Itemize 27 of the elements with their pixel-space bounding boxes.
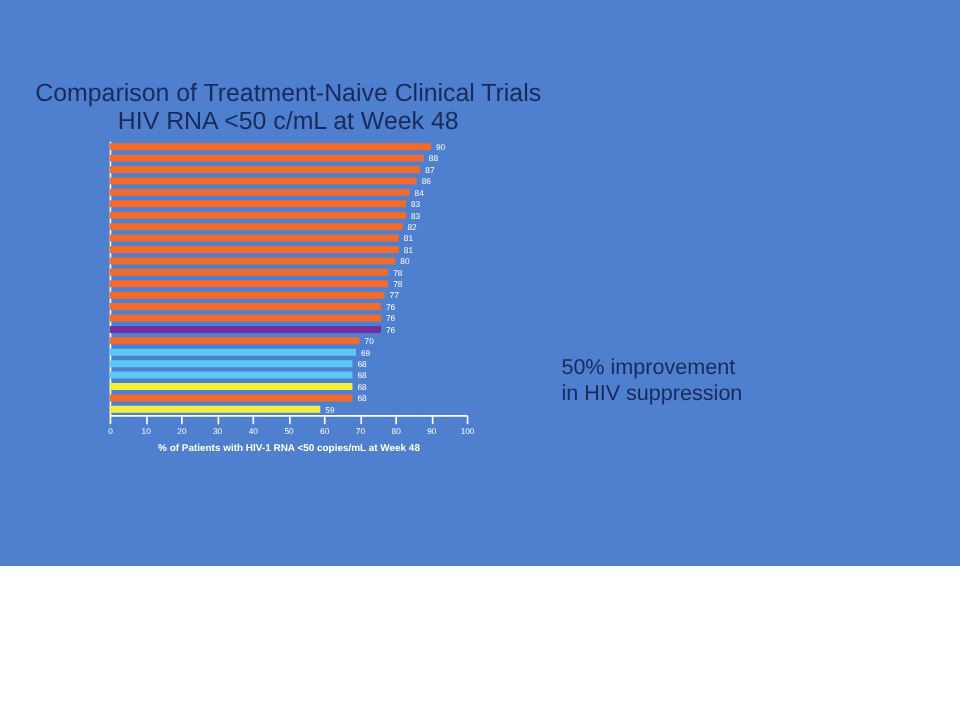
bar bbox=[109, 348, 357, 356]
bar bbox=[109, 211, 407, 219]
bar bbox=[109, 257, 396, 265]
bar bbox=[109, 245, 399, 253]
bar bbox=[109, 394, 353, 402]
text: Comparison of Treatment-Naive Clinical Trials bbox=[35, 79, 542, 108]
bar bbox=[109, 223, 403, 231]
bar bbox=[109, 337, 360, 345]
bar bbox=[109, 280, 389, 288]
text: HIV RNA <50 c/mL at Week 48 bbox=[117, 107, 459, 136]
bar bbox=[109, 383, 353, 390]
bar bbox=[109, 154, 424, 162]
bar bbox=[109, 291, 385, 299]
bar bbox=[109, 314, 382, 322]
bar bbox=[109, 166, 421, 174]
bar bbox=[109, 234, 399, 242]
bar bbox=[109, 200, 407, 208]
bar bbox=[109, 325, 382, 333]
bar bbox=[109, 303, 382, 311]
text: 50% improvement in HIV suppression bbox=[561, 355, 743, 407]
bar bbox=[109, 360, 353, 368]
bar bbox=[109, 177, 417, 185]
bar bbox=[109, 405, 321, 413]
bar bbox=[109, 188, 410, 196]
bar bbox=[109, 268, 389, 276]
bar bbox=[109, 371, 353, 379]
bar bbox=[109, 143, 431, 151]
